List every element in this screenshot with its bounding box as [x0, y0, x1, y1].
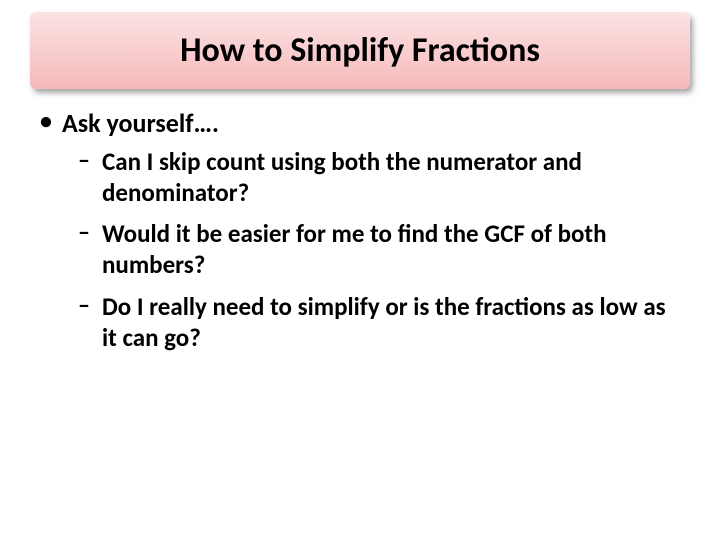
- bullet-text: Do I really need to simplify or is the f…: [102, 291, 666, 353]
- list-item: Can I skip count using both the numerato…: [102, 146, 680, 209]
- bullet-text: Would it be easier for me to find the GC…: [102, 218, 607, 280]
- bullet-list-level1: Ask yourself…. Can I skip count using bo…: [40, 107, 680, 353]
- list-item: Would it be easier for me to find the GC…: [102, 218, 680, 281]
- bullet-text: Can I skip count using both the numerato…: [102, 146, 582, 208]
- list-item: Do I really need to simplify or is the f…: [102, 291, 680, 354]
- slide-title: How to Simplify Fractions: [50, 30, 670, 71]
- title-box: How to Simplify Fractions: [30, 12, 690, 89]
- list-item: Ask yourself…. Can I skip count using bo…: [62, 107, 680, 353]
- slide-content: Ask yourself…. Can I skip count using bo…: [0, 89, 720, 353]
- bullet-list-level2: Can I skip count using both the numerato…: [62, 146, 680, 354]
- bullet-text: Ask yourself….: [62, 107, 219, 139]
